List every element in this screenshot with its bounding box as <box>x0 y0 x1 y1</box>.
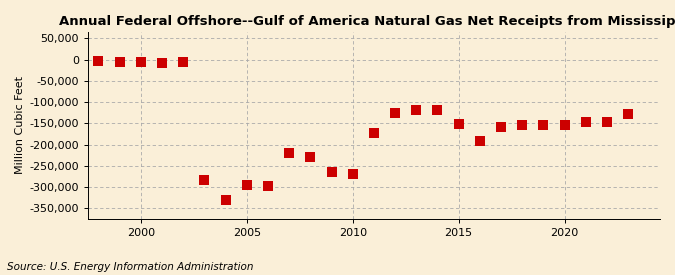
Point <box>199 178 210 182</box>
Point <box>157 61 167 65</box>
Point <box>93 59 104 63</box>
Text: Source: U.S. Energy Information Administration: Source: U.S. Energy Information Administ… <box>7 262 253 272</box>
Title: Annual Federal Offshore--Gulf of America Natural Gas Net Receipts from Mississip: Annual Federal Offshore--Gulf of America… <box>59 15 675 28</box>
Point <box>601 120 612 125</box>
Point <box>242 183 252 187</box>
Point <box>263 184 273 188</box>
Point <box>559 122 570 127</box>
Point <box>454 122 464 127</box>
Point <box>580 120 591 125</box>
Point <box>623 112 634 116</box>
Y-axis label: Million Cubic Feet: Million Cubic Feet <box>15 76 25 174</box>
Point <box>432 108 443 112</box>
Point <box>305 155 316 160</box>
Point <box>114 59 125 64</box>
Point <box>389 111 400 115</box>
Point <box>178 59 188 64</box>
Point <box>517 122 528 127</box>
Point <box>495 125 506 129</box>
Point <box>411 108 422 112</box>
Point <box>220 198 231 202</box>
Point <box>369 130 379 135</box>
Point <box>348 172 358 177</box>
Point <box>326 170 337 174</box>
Point <box>475 139 485 143</box>
Point <box>136 59 146 64</box>
Point <box>538 122 549 127</box>
Point <box>284 151 294 155</box>
